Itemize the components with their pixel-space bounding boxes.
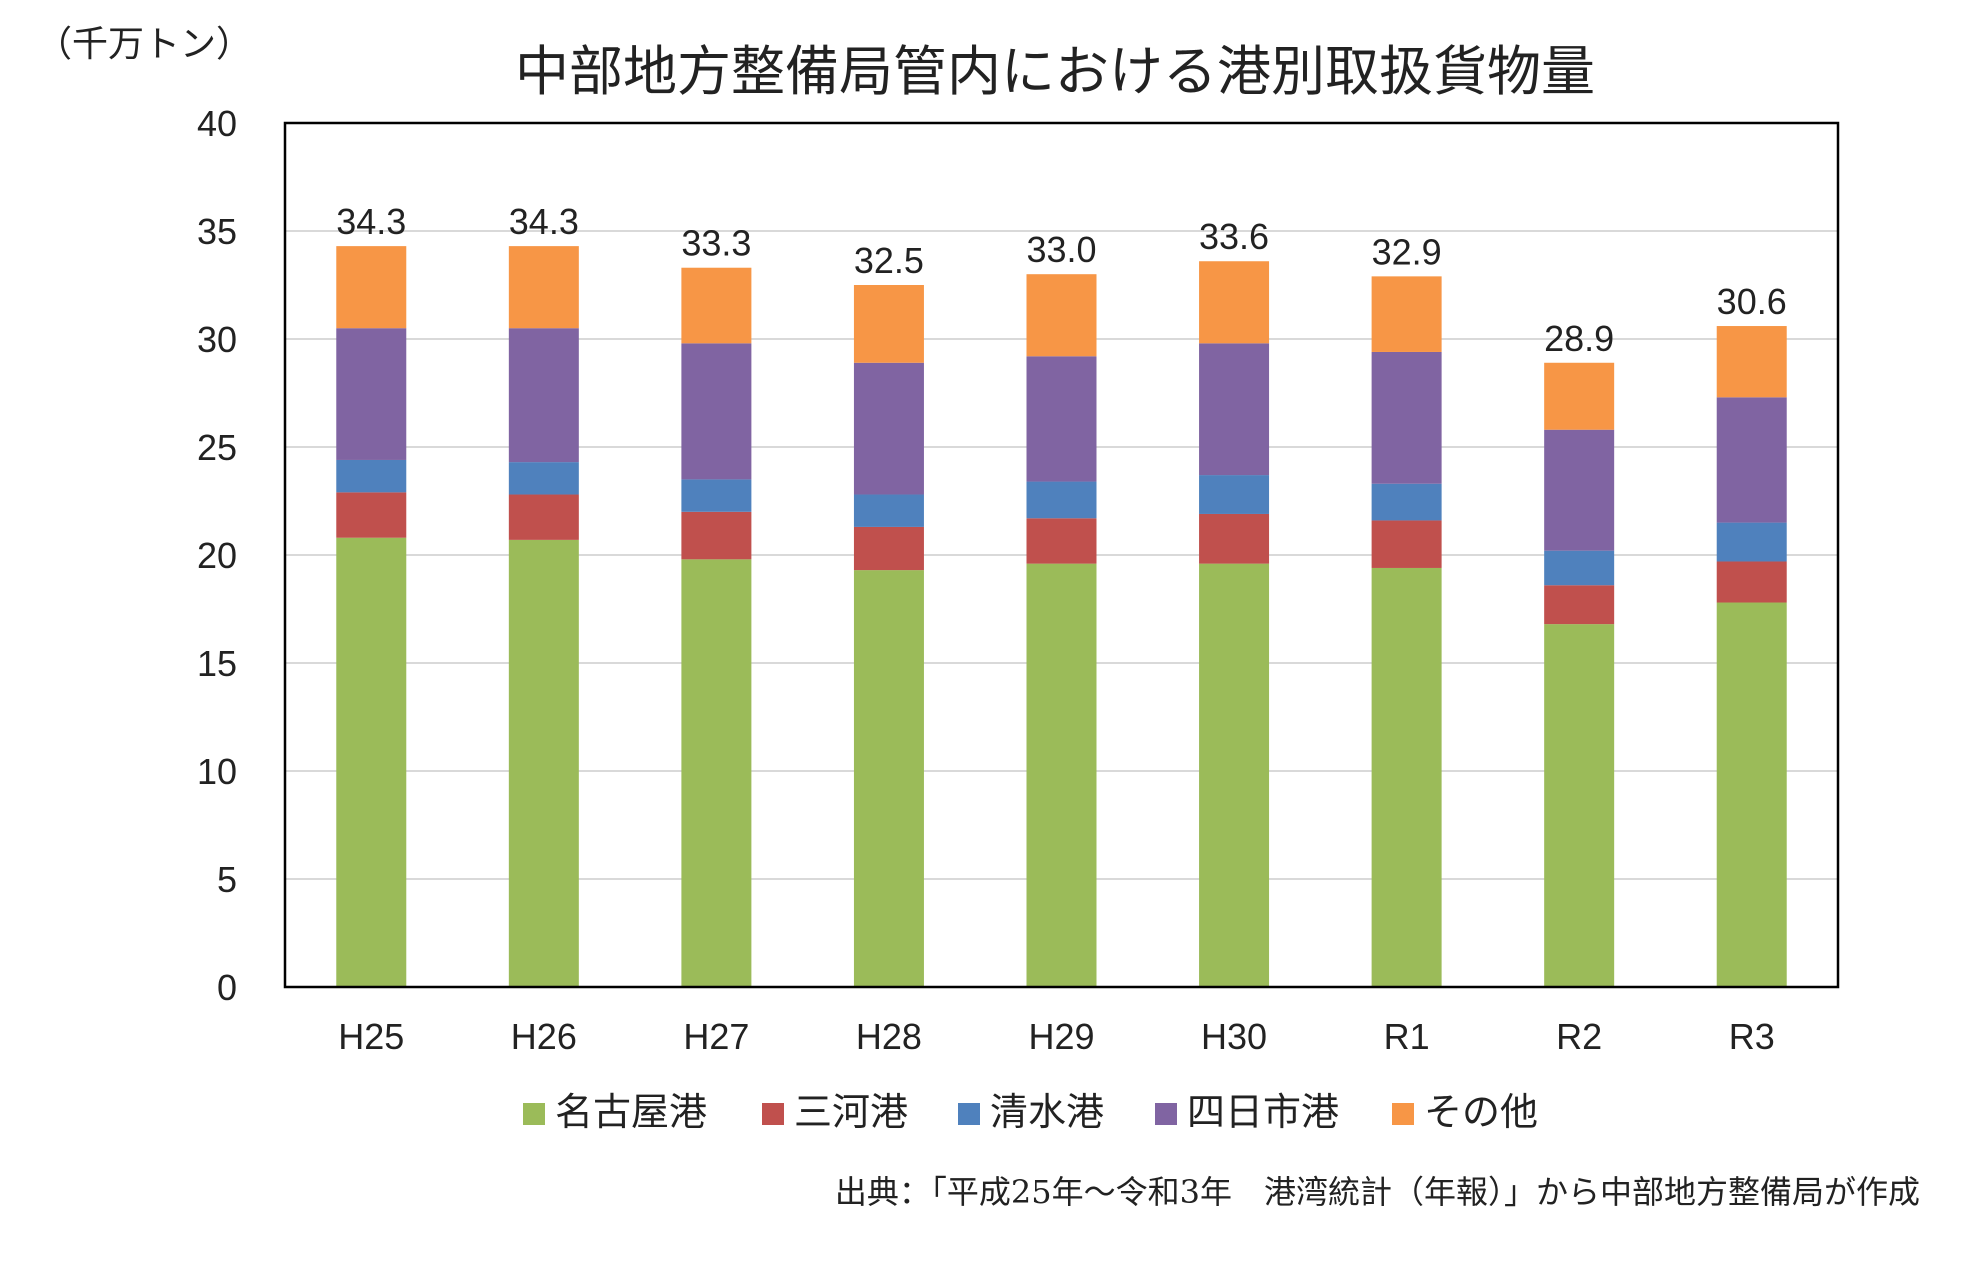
total-data-label: 33.3 xyxy=(681,223,751,264)
bar-segment xyxy=(1716,397,1787,523)
legend-swatch xyxy=(958,1103,980,1125)
chart-title: 中部地方整備局管内における港別取扱貨物量 xyxy=(515,40,1595,103)
x-tick-label: H28 xyxy=(856,1016,922,1057)
bar-segment xyxy=(681,267,752,344)
total-data-label: 30.6 xyxy=(1717,281,1787,322)
bar-segment xyxy=(1371,520,1442,568)
plot-area-frame xyxy=(283,121,1840,989)
legend-label: その他 xyxy=(1424,1092,1538,1134)
y-tick-label: 35 xyxy=(197,211,237,252)
bar-segment xyxy=(1371,351,1442,484)
total-data-label: 33.6 xyxy=(1199,216,1269,257)
legend-swatch xyxy=(762,1103,784,1125)
x-tick-label: H27 xyxy=(683,1016,749,1057)
bar-segment xyxy=(853,526,924,571)
bar-segment xyxy=(336,492,407,538)
x-tick-label: R3 xyxy=(1729,1016,1775,1057)
y-tick-label: 30 xyxy=(197,319,237,360)
total-data-label: 33.0 xyxy=(1026,229,1096,270)
bar-segment xyxy=(1026,563,1097,987)
bar-segment xyxy=(1716,561,1787,603)
bar-segment xyxy=(1371,483,1442,521)
x-tick-label: H29 xyxy=(1028,1016,1094,1057)
bar-segment xyxy=(1544,624,1615,987)
total-data-label: 34.3 xyxy=(509,201,579,242)
total-data-label: 32.5 xyxy=(854,240,924,281)
bar-segment xyxy=(336,246,407,329)
bar-segment xyxy=(508,328,579,463)
bar-segment xyxy=(681,479,752,512)
x-axis-tick-labels: H25 H26 H27 H28 H29 H30 R1 R2 R3 xyxy=(338,1016,1774,1057)
y-tick-label: 0 xyxy=(217,967,237,1008)
bar-segment xyxy=(681,343,752,480)
bar-segment xyxy=(853,570,924,987)
bar-segment xyxy=(1026,356,1097,482)
bar-segment xyxy=(1026,481,1097,519)
bar-segment xyxy=(1026,518,1097,564)
bar-segment xyxy=(1199,343,1270,476)
bar-segment xyxy=(853,362,924,495)
bar-segment xyxy=(1199,563,1270,987)
bar-segment xyxy=(853,285,924,363)
bar-segment xyxy=(681,559,752,987)
legend-swatch xyxy=(1392,1103,1414,1125)
y-tick-label: 5 xyxy=(217,859,237,900)
bar-segment xyxy=(508,462,579,495)
bar-segment xyxy=(1716,326,1787,398)
y-tick-label: 15 xyxy=(197,643,237,684)
legend-label: 名古屋港 xyxy=(555,1092,707,1134)
bar-segment xyxy=(1716,522,1787,562)
bar-segment xyxy=(508,494,579,540)
legend-label: 四日市港 xyxy=(1187,1092,1339,1134)
total-data-labels: 34.3 34.3 33.3 32.5 33.0 33.6 32.9 28.9 30.6 xyxy=(336,201,1787,359)
y-tick-label: 25 xyxy=(197,427,237,468)
y-tick-label: 10 xyxy=(197,751,237,792)
legend-swatch xyxy=(523,1103,545,1125)
bar-segment xyxy=(853,494,924,527)
source-note: 出典：「平成25年～令和3年 港湾統計（年報）」から中部地方整備局が作成 xyxy=(835,1173,1920,1211)
y-tick-label: 40 xyxy=(197,103,237,144)
bar-segment xyxy=(1544,362,1615,430)
bar-segment xyxy=(336,537,407,987)
legend: 名古屋港 三河港 清水港 四日市港 その他 xyxy=(523,1092,1538,1134)
y-tick-label: 20 xyxy=(197,535,237,576)
total-data-label: 32.9 xyxy=(1372,231,1442,272)
x-tick-label: H30 xyxy=(1201,1016,1267,1057)
legend-label: 三河港 xyxy=(794,1092,908,1134)
bar-segment xyxy=(1371,567,1442,987)
bar-segment xyxy=(1199,513,1270,564)
bar-segment xyxy=(508,246,579,329)
bar-segment xyxy=(336,459,407,493)
legend-label: 清水港 xyxy=(990,1092,1104,1134)
legend-swatch xyxy=(1155,1103,1177,1125)
bar-segment xyxy=(1544,550,1615,586)
bar-segment xyxy=(1544,429,1615,551)
bar-segment xyxy=(1199,261,1270,344)
bar-segment xyxy=(1026,274,1097,357)
x-tick-label: R1 xyxy=(1384,1016,1430,1057)
bar-segment xyxy=(1199,475,1270,514)
bar-segment xyxy=(1371,276,1442,352)
bar-segment xyxy=(1544,585,1615,625)
bar-segment xyxy=(681,511,752,560)
y-axis-tick-labels: 0 5 10 15 20 25 30 35 40 xyxy=(197,103,237,1008)
x-tick-label: R2 xyxy=(1556,1016,1602,1057)
total-data-label: 28.9 xyxy=(1544,318,1614,359)
bar-segment xyxy=(336,328,407,460)
bars xyxy=(336,246,1787,987)
bar-segment xyxy=(508,539,579,987)
x-tick-label: H25 xyxy=(338,1016,404,1057)
x-tick-label: H26 xyxy=(511,1016,577,1057)
total-data-label: 34.3 xyxy=(336,201,406,242)
y-unit-label: （千万トン） xyxy=(36,24,252,65)
bar-segment xyxy=(1716,602,1787,987)
